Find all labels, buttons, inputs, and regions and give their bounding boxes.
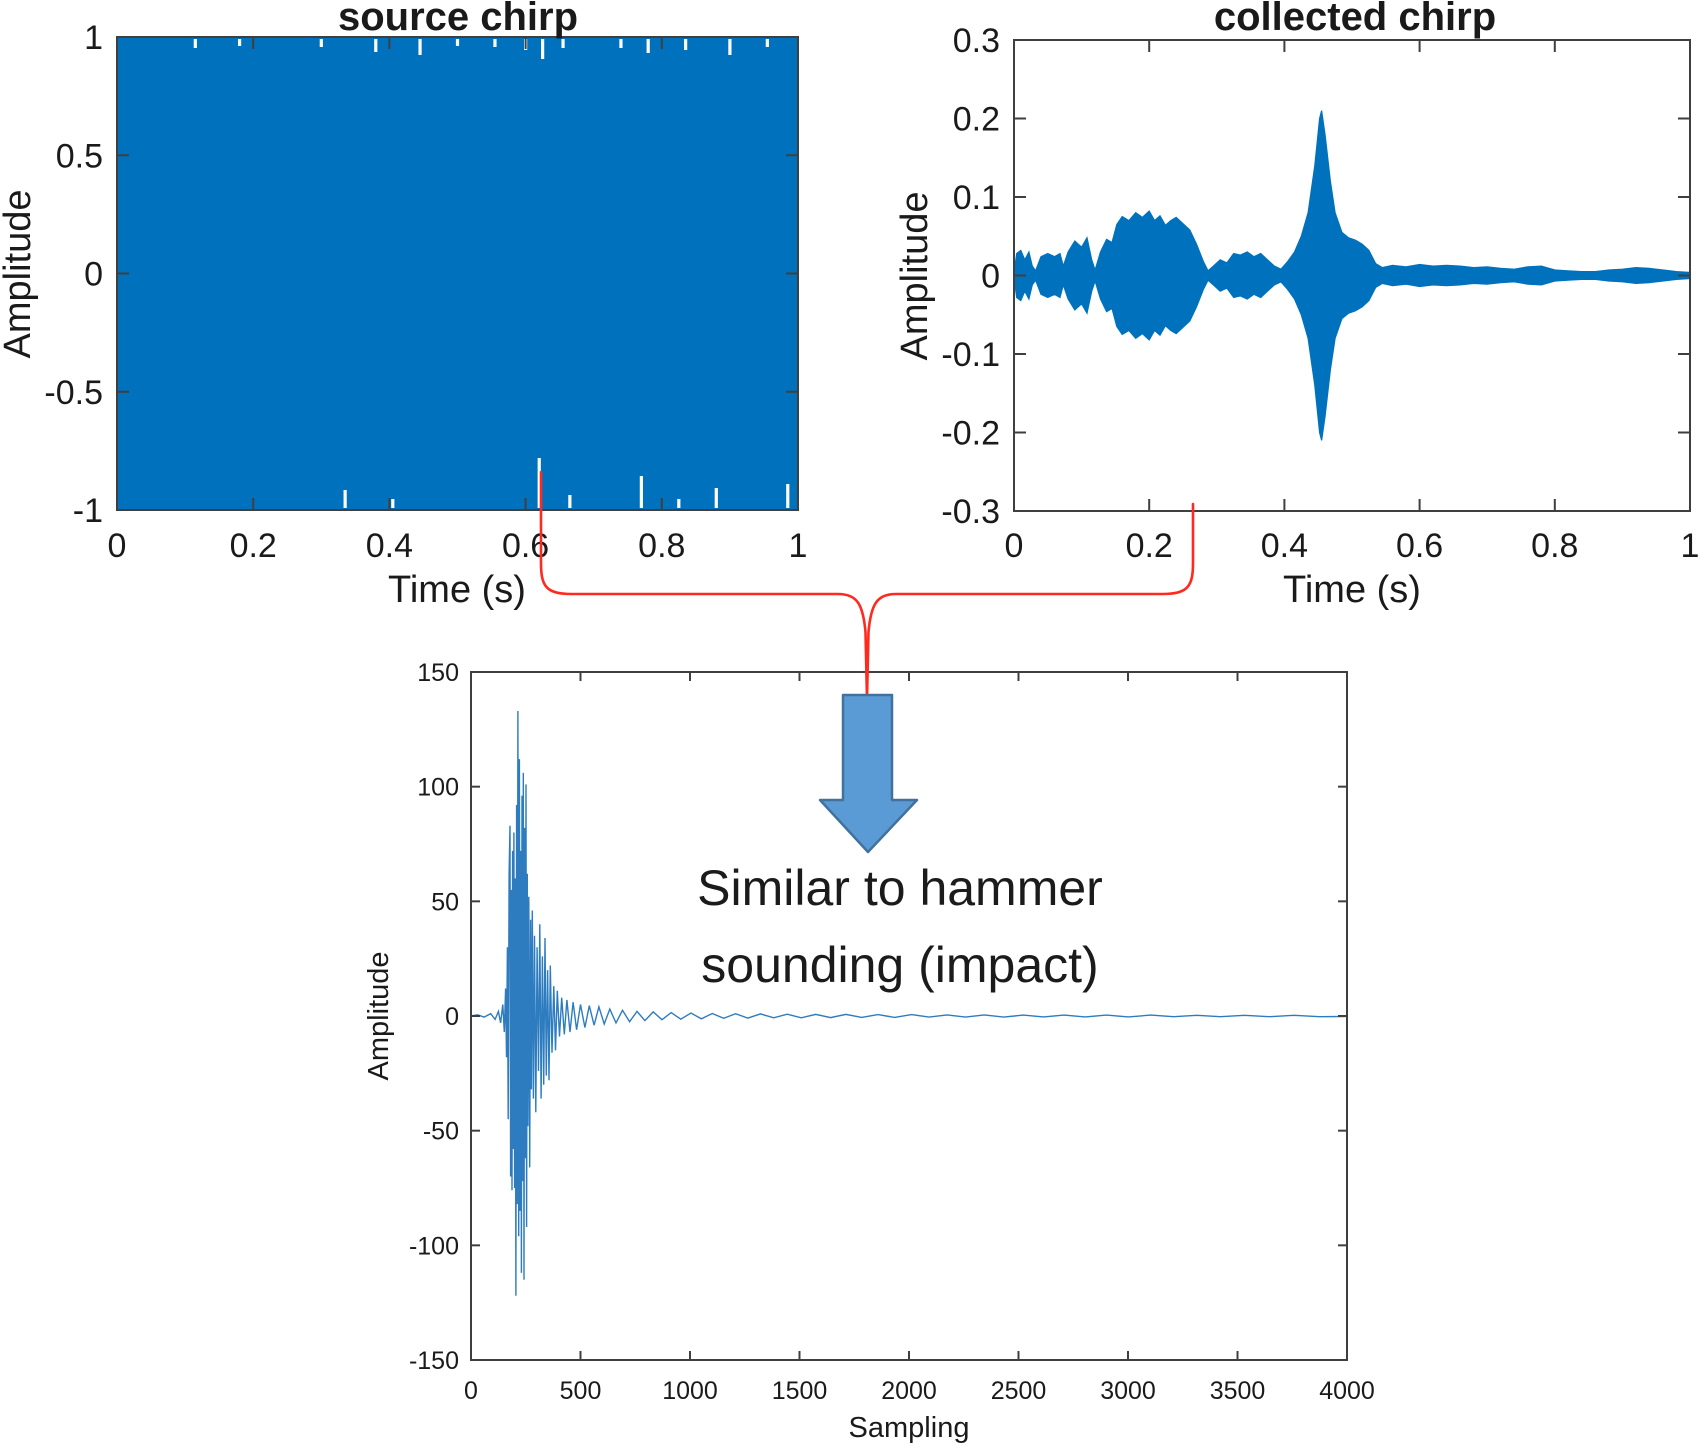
- source-chirp-title: source chirp: [338, 0, 578, 39]
- y-tick-label: 1: [84, 19, 103, 57]
- x-tick-label: 4000: [1319, 1377, 1375, 1405]
- impulse-ylabel: Amplitude: [363, 952, 395, 1081]
- x-tick-label: 0.2: [1126, 527, 1173, 565]
- y-tick-label: -0.2: [941, 415, 1000, 453]
- collected-chirp-title: collected chirp: [1214, 0, 1496, 39]
- y-tick-label: 0.1: [953, 179, 1000, 217]
- x-tick-label: 500: [560, 1377, 602, 1405]
- y-tick-label: -1: [73, 492, 103, 530]
- x-tick-label: 2000: [881, 1377, 937, 1405]
- x-tick-label: 0.8: [1531, 527, 1578, 565]
- y-tick-label: 0.5: [56, 137, 103, 175]
- y-tick-label: 50: [431, 888, 459, 916]
- y-tick-label: 0: [981, 258, 1000, 296]
- collected-chirp-ylabel: Amplitude: [894, 192, 936, 361]
- x-tick-label: 2500: [991, 1377, 1047, 1405]
- y-tick-label: -0.3: [941, 493, 1000, 531]
- x-tick-label: 0: [464, 1377, 478, 1405]
- x-tick-label: 1: [789, 527, 808, 565]
- y-tick-label: -150: [409, 1347, 459, 1375]
- x-tick-label: 0.6: [1396, 527, 1443, 565]
- x-tick-label: 0.2: [230, 527, 277, 565]
- y-tick-label: -0.1: [941, 336, 1000, 374]
- down-arrow-icon: [818, 693, 919, 854]
- x-tick-label: 0: [108, 527, 127, 565]
- y-tick-label: 150: [417, 659, 459, 687]
- y-tick-label: 0.2: [953, 101, 1000, 139]
- annotation-line1: Similar to hammer: [697, 860, 1103, 916]
- source-chirp-xlabel: Time (s): [388, 569, 526, 611]
- source-chirp-ylabel: Amplitude: [0, 190, 39, 359]
- x-tick-label: 0.8: [638, 527, 685, 565]
- y-tick-label: -50: [423, 1118, 459, 1146]
- y-tick-label: 0.3: [953, 22, 1000, 60]
- x-tick-label: 0.4: [1261, 527, 1308, 565]
- x-tick-label: 3000: [1100, 1377, 1156, 1405]
- source-chirp-plot: 0 0.2 0.4 0.6 0.8 110.50-0.5-1: [44, 19, 807, 565]
- y-tick-label: 100: [417, 774, 459, 802]
- x-tick-label: 3500: [1210, 1377, 1266, 1405]
- y-tick-label: -100: [409, 1232, 459, 1260]
- impulse-plot: 0 500 1000 1500 2000 2500 3000 3500 400015010050…: [409, 659, 1375, 1405]
- x-tick-label: 1000: [662, 1377, 718, 1405]
- collected-chirp-xlabel: Time (s): [1283, 569, 1421, 611]
- x-tick-label: 0.4: [366, 527, 413, 565]
- annotation-text: Similar to hammer sounding (impact): [600, 850, 1200, 1004]
- y-tick-label: 0: [84, 256, 103, 294]
- x-tick-label: 0: [1005, 527, 1024, 565]
- plots-layer: 0 0.2 0.4 0.6 0.8 1 1 0.5 0 -0.5 -1 0 0.2 0.4 0.6 0.8 1 0…: [44, 19, 1699, 1405]
- collected-chirp-series: [1013, 110, 1691, 441]
- impulse-series: [470, 710, 1348, 1296]
- x-tick-label: 1500: [772, 1377, 828, 1405]
- impulse-xlabel: Sampling: [849, 1412, 970, 1444]
- x-tick-label: 1: [1681, 527, 1700, 565]
- annotation-line2: sounding (impact): [701, 937, 1099, 993]
- y-tick-label: -0.5: [44, 374, 103, 412]
- source-chirp-series: [117, 37, 798, 510]
- collected-chirp-plot: 0 0.2 0.4 0.6 0.8 1 0.3 0.2 0.1 0 -0.1 -0.2 -0.3: [941, 22, 1699, 565]
- y-tick-label: 0: [445, 1003, 459, 1031]
